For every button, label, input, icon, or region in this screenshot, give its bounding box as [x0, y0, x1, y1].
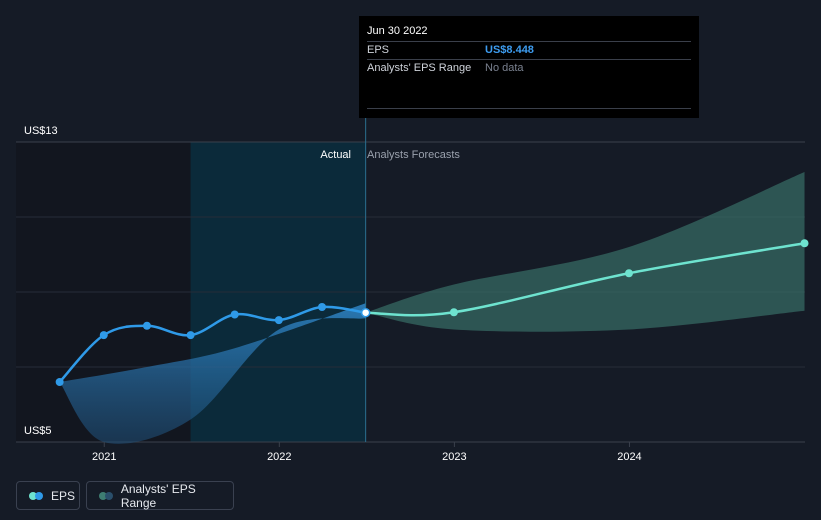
actual-label: Actual [320, 149, 351, 161]
forecast-range-area [365, 172, 805, 332]
legend-eps-button[interactable]: EPS [16, 481, 80, 510]
tooltip-divider [367, 108, 691, 109]
tooltip-row-eps: EPS US$8.448 [367, 42, 691, 60]
eps-actual-point [55, 378, 64, 386]
x-tick-label: 2024 [617, 451, 641, 463]
eps-actual-point [230, 310, 239, 319]
range-swatch-icon [99, 491, 113, 500]
historical-range-area [59, 303, 366, 444]
tooltip-range-value: No data [485, 62, 524, 74]
eps-forecast-point [800, 239, 809, 248]
tooltip-range-label: Analysts' EPS Range [367, 62, 472, 74]
tooltip-eps-label: EPS [367, 44, 390, 56]
eps-actual-point [99, 331, 108, 340]
tooltip-eps-value: US$8.448 [485, 44, 534, 56]
eps-actual-point [142, 321, 151, 330]
eps-actual-point [274, 316, 283, 325]
legend-range-button[interactable]: Analysts' EPS Range [86, 481, 234, 510]
x-tick-label: 2023 [442, 451, 466, 463]
eps-highlight-point [360, 307, 371, 318]
forecast-label: Analysts Forecasts [367, 149, 460, 161]
tooltip-date: Jun 30 2022 [367, 16, 691, 42]
legend-eps-label: EPS [51, 488, 76, 503]
eps-actual-point [186, 331, 195, 340]
tooltip: Jun 30 2022 EPS US$8.448 Analysts' EPS R… [359, 16, 699, 118]
eps-forecast-point [449, 308, 458, 317]
y-axis-min-label: US$5 [24, 425, 52, 437]
eps-actual-point [318, 303, 327, 311]
tooltip-row-range: Analysts' EPS Range No data [367, 60, 691, 77]
eps-forecast-line [365, 242, 805, 317]
legend-range-label: Analysts' EPS Range [120, 481, 196, 510]
y-axis-max-label: US$13 [24, 125, 58, 137]
x-tick-label: 2021 [92, 451, 116, 463]
x-tick-label: 2022 [267, 451, 291, 463]
eps-swatch-icon [29, 491, 43, 500]
eps-forecast-point [624, 269, 633, 278]
